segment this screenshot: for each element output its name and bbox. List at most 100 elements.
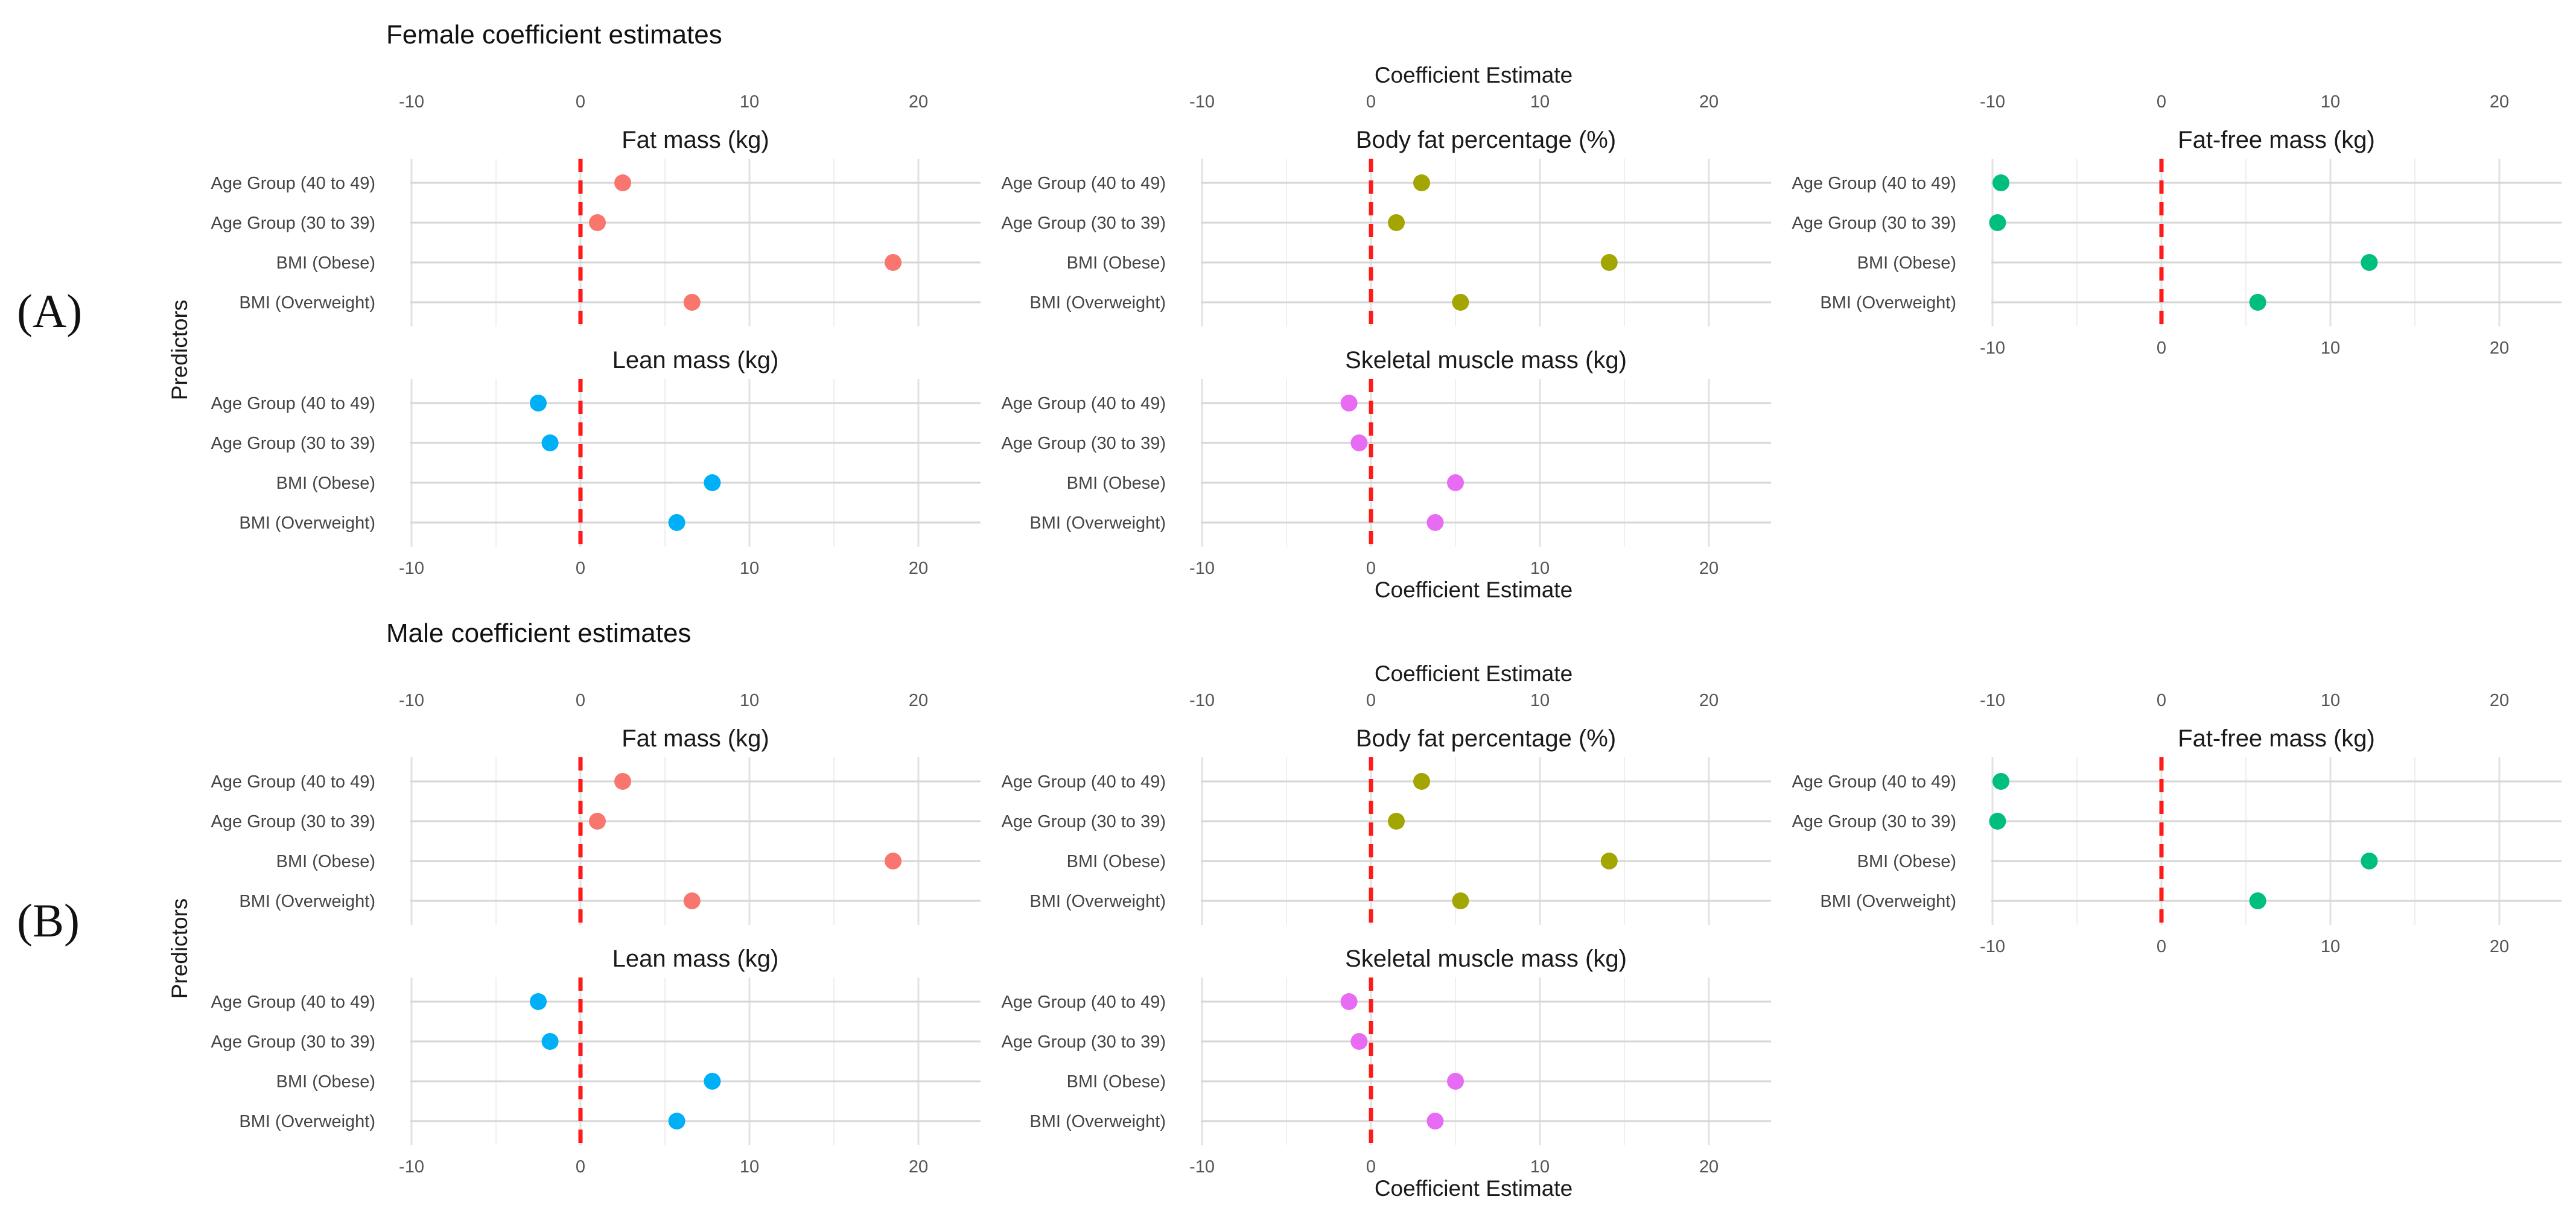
data-point — [1340, 993, 1358, 1010]
data-point — [614, 773, 631, 790]
data-point — [1452, 294, 1469, 311]
data-point — [1350, 434, 1368, 451]
x-tick-label: -10 — [1980, 339, 2005, 358]
x-tick-label: 0 — [1366, 1157, 1376, 1177]
category-label: Age Group (40 to 49) — [211, 993, 375, 1012]
data-point — [1413, 174, 1430, 191]
x-tick-label: 20 — [2490, 937, 2509, 956]
x-tick-label: 10 — [1530, 1157, 1550, 1177]
data-point — [589, 813, 606, 830]
category-label: BMI (Obese) — [1857, 253, 1956, 273]
x-tick-label: 0 — [576, 92, 585, 112]
category-label: BMI (Obese) — [1067, 852, 1166, 871]
x-tick-label: 20 — [1699, 559, 1719, 578]
data-point — [683, 294, 701, 311]
data-point — [614, 174, 631, 191]
x-tick-label: -10 — [1189, 559, 1215, 578]
chart-title: Female coefficient estimates — [386, 20, 722, 49]
data-point — [704, 1073, 721, 1090]
data-point — [1426, 514, 1444, 531]
category-label: BMI (Obese) — [276, 474, 375, 493]
x-tick-label: -10 — [399, 559, 424, 578]
chart-title: Male coefficient estimates — [386, 618, 691, 648]
category-label: BMI (Obese) — [1067, 253, 1166, 273]
data-point — [2361, 853, 2378, 869]
x-tick-label: 10 — [1530, 691, 1550, 710]
category-label: Age Group (40 to 49) — [1002, 772, 1166, 792]
data-point — [1413, 773, 1430, 790]
data-point — [1989, 813, 2006, 830]
x-axis-title-top: Coefficient Estimate — [1375, 661, 1573, 686]
x-tick-label: 20 — [2490, 339, 2509, 358]
category-label: Age Group (40 to 49) — [211, 394, 375, 413]
category-label: Age Group (30 to 39) — [211, 1032, 375, 1052]
category-label: BMI (Overweight) — [1029, 892, 1166, 911]
category-label: Age Group (40 to 49) — [1792, 174, 1956, 193]
data-point — [1989, 214, 2006, 231]
x-tick-label: 0 — [576, 691, 585, 710]
x-tick-label: 0 — [576, 559, 585, 578]
data-point — [530, 993, 547, 1010]
x-tick-label: 20 — [1699, 1157, 1719, 1177]
category-label: BMI (Overweight) — [1820, 293, 1956, 313]
facet-title: Lean mass (kg) — [612, 946, 779, 972]
category-label: BMI (Obese) — [276, 852, 375, 871]
facet-title: Fat-free mass (kg) — [2178, 725, 2375, 752]
x-tick-label: 0 — [576, 1157, 585, 1177]
category-label: BMI (Overweight) — [239, 892, 375, 911]
facet-title: Lean mass (kg) — [612, 347, 779, 373]
data-point — [1340, 395, 1358, 412]
category-label: BMI (Overweight) — [239, 293, 375, 313]
category-label: BMI (Obese) — [1857, 852, 1956, 871]
category-label: Age Group (30 to 39) — [1792, 812, 1956, 831]
x-tick-label: 10 — [2321, 339, 2340, 358]
facet-title: Fat-free mass (kg) — [2178, 127, 2375, 153]
data-point — [1992, 174, 2009, 191]
category-label: Age Group (30 to 39) — [1792, 214, 1956, 233]
category-label: Age Group (40 to 49) — [1792, 772, 1956, 792]
data-point — [668, 514, 685, 531]
category-label: BMI (Overweight) — [1029, 513, 1166, 533]
x-tick-label: 10 — [740, 1157, 759, 1177]
x-tick-label: 20 — [1699, 691, 1719, 710]
category-label: BMI (Obese) — [1067, 1072, 1166, 1092]
data-point — [683, 892, 701, 909]
data-point — [541, 434, 559, 451]
x-tick-label: 0 — [2157, 691, 2166, 710]
x-tick-label: 0 — [2157, 937, 2166, 956]
data-point — [1600, 853, 1618, 869]
category-label: Age Group (30 to 39) — [1002, 214, 1166, 233]
data-point — [2361, 254, 2378, 271]
data-point — [1992, 773, 2009, 790]
x-tick-label: 10 — [740, 92, 759, 112]
category-label: BMI (Overweight) — [1029, 293, 1166, 313]
x-tick-label: 20 — [909, 92, 928, 112]
category-label: Age Group (30 to 39) — [211, 214, 375, 233]
data-point — [885, 254, 902, 271]
x-tick-label: 0 — [1366, 559, 1376, 578]
data-point — [1388, 813, 1405, 830]
category-label: BMI (Overweight) — [1820, 892, 1956, 911]
x-tick-label: 20 — [2490, 691, 2509, 710]
data-point — [1426, 1113, 1444, 1130]
data-point — [2249, 294, 2266, 311]
data-point — [1447, 1073, 1464, 1090]
x-tick-label: -10 — [1980, 937, 2005, 956]
data-point — [704, 474, 721, 491]
category-label: BMI (Overweight) — [239, 513, 375, 533]
data-point — [668, 1113, 685, 1130]
category-label: Age Group (40 to 49) — [1002, 993, 1166, 1012]
x-tick-label: -10 — [1189, 691, 1215, 710]
category-label: Age Group (30 to 39) — [1002, 434, 1166, 453]
x-tick-label: -10 — [399, 1157, 424, 1177]
data-point — [1350, 1033, 1368, 1050]
x-tick-label: -10 — [399, 691, 424, 710]
category-label: BMI (Obese) — [1067, 474, 1166, 493]
x-tick-label: 10 — [2321, 92, 2340, 112]
facet-title: Skeletal muscle mass (kg) — [1345, 347, 1627, 373]
data-point — [1447, 474, 1464, 491]
x-tick-label: -10 — [1189, 1157, 1215, 1177]
data-point — [885, 853, 902, 869]
x-tick-label: 10 — [1530, 92, 1550, 112]
